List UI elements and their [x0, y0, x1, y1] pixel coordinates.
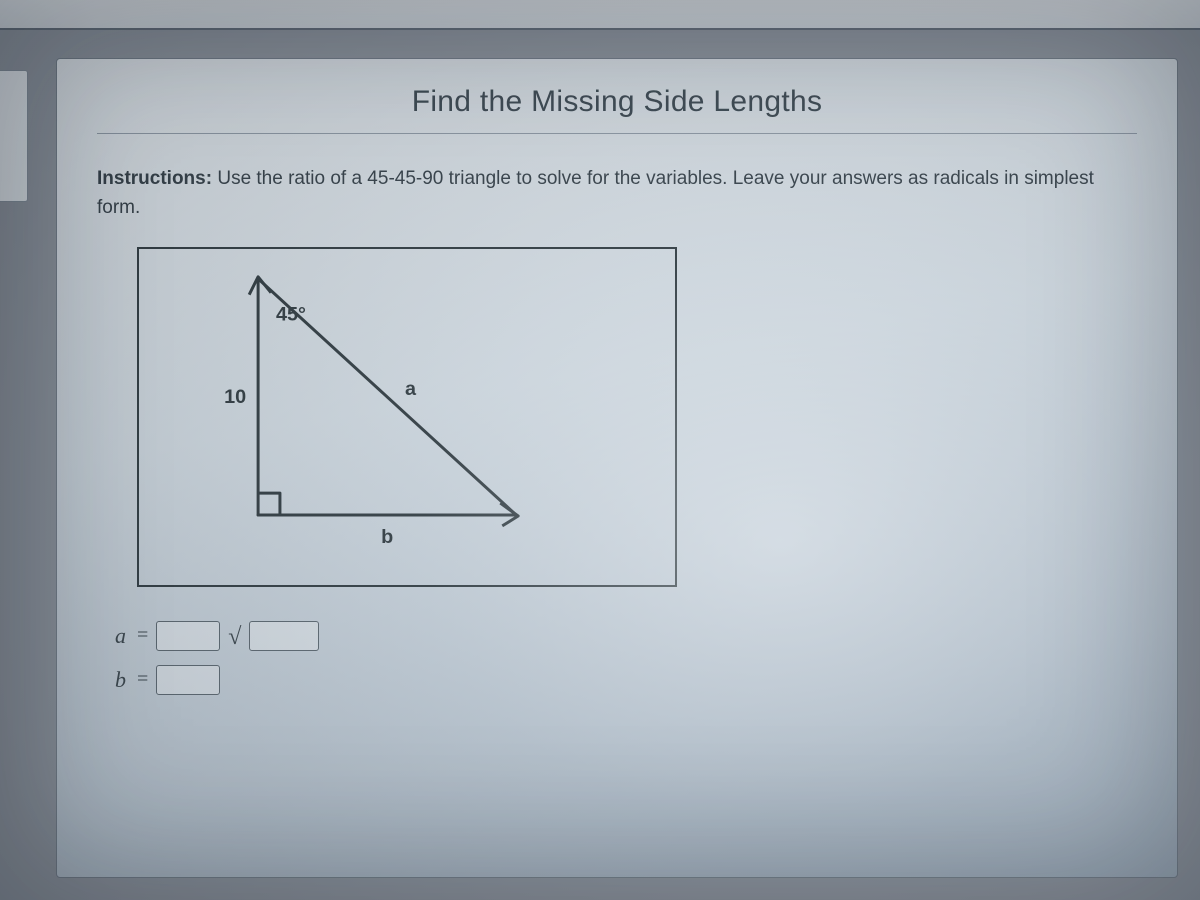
- problem-card: Find the Missing Side Lengths Instructio…: [56, 58, 1178, 878]
- triangle-figure: 45° 10 a b: [137, 247, 677, 587]
- left-collapsed-panel-tab[interactable]: [0, 70, 28, 202]
- var-b: b: [115, 667, 129, 693]
- b-value-input[interactable]: [156, 665, 220, 695]
- answer-row-a: a = √: [115, 621, 1137, 651]
- instructions-text: Instructions: Use the ratio of a 45-45-9…: [97, 164, 1137, 223]
- svg-text:45°: 45°: [276, 303, 306, 325]
- a-radicand-input[interactable]: [249, 621, 319, 651]
- svg-text:b: b: [381, 526, 393, 548]
- triangle-svg: 45° 10 a b: [139, 249, 675, 586]
- svg-text:a: a: [405, 378, 417, 400]
- window-top-strip: [0, 0, 1200, 30]
- a-coefficient-input[interactable]: [156, 621, 220, 651]
- instructions-body: Use the ratio of a 45-45-90 triangle to …: [97, 168, 1094, 218]
- equals-a: =: [137, 624, 148, 647]
- answer-row-b: b =: [115, 665, 1137, 695]
- page-title: Find the Missing Side Lengths: [97, 85, 1137, 133]
- equals-b: =: [137, 668, 148, 691]
- instructions-label: Instructions:: [97, 168, 212, 189]
- radical-icon: √: [228, 624, 241, 651]
- title-divider: [97, 133, 1137, 134]
- svg-text:10: 10: [224, 386, 246, 408]
- var-a: a: [115, 623, 129, 649]
